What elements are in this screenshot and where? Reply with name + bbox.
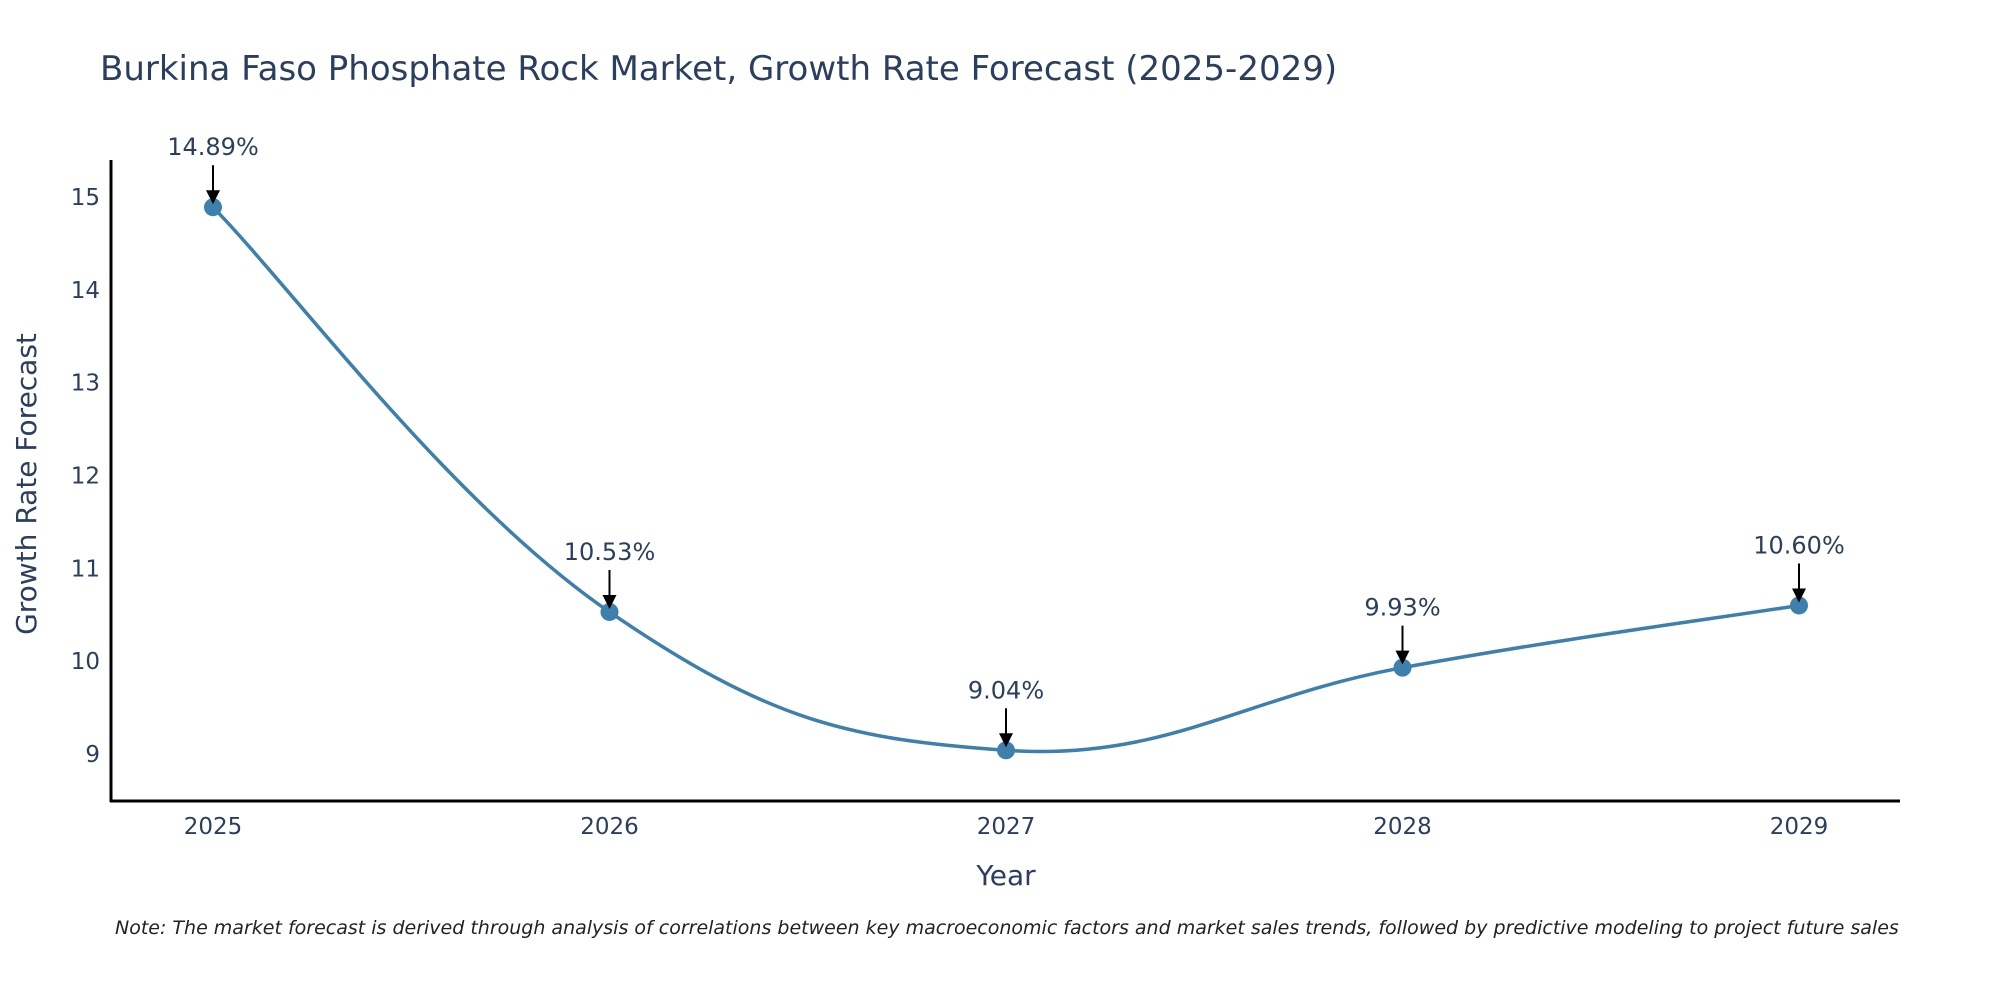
x-tick-label: 2025 <box>184 814 243 840</box>
y-tick-label: 10 <box>71 649 100 675</box>
y-tick-label: 11 <box>71 556 100 582</box>
footnote: Note: The market forecast is derived thr… <box>115 917 1899 939</box>
y-tick-label: 12 <box>71 464 100 490</box>
data-label: 9.93% <box>1364 594 1440 622</box>
annotation-arrow-head <box>1792 588 1806 603</box>
y-tick-label: 9 <box>85 742 100 768</box>
data-point <box>1790 596 1808 615</box>
annotation-arrow-head <box>1395 650 1410 665</box>
data-label: 10.60% <box>1753 531 1845 559</box>
y-tick-label: 14 <box>71 278 100 304</box>
data-point <box>997 741 1015 760</box>
data-points <box>204 198 1808 760</box>
annotation-arrow-head <box>602 594 617 609</box>
x-tick-labels: 2025 2026 2027 2028 2029 <box>184 814 1829 840</box>
data-labels: 14.89% 10.53% 9.04% 9.93% 10.60% <box>167 133 1845 748</box>
y-tick-label: 13 <box>71 371 100 397</box>
x-tick-label: 2026 <box>580 814 639 840</box>
chart-title: Burkina Faso Phosphate Rock Market, Grow… <box>100 49 1337 89</box>
series-line <box>211 205 1800 754</box>
annotation-arrow-head <box>206 190 220 205</box>
annotation-arrow-head <box>999 733 1013 748</box>
x-tick-label: 2028 <box>1373 814 1432 840</box>
x-axis-title: Year <box>975 859 1036 892</box>
y-axis-title: Growth Rate Forecast <box>10 333 43 635</box>
x-tick-label: 2029 <box>1770 814 1829 840</box>
data-point <box>600 602 619 621</box>
y-tick-label: 15 <box>71 185 100 211</box>
x-tick-label: 2027 <box>977 814 1036 840</box>
y-tick-labels: 9 10 11 12 13 14 15 <box>71 185 100 768</box>
data-point <box>204 198 222 217</box>
data-label: 10.53% <box>564 538 656 566</box>
data-label: 14.89% <box>167 133 259 161</box>
data-point <box>1393 658 1412 677</box>
data-label: 9.04% <box>968 676 1044 704</box>
